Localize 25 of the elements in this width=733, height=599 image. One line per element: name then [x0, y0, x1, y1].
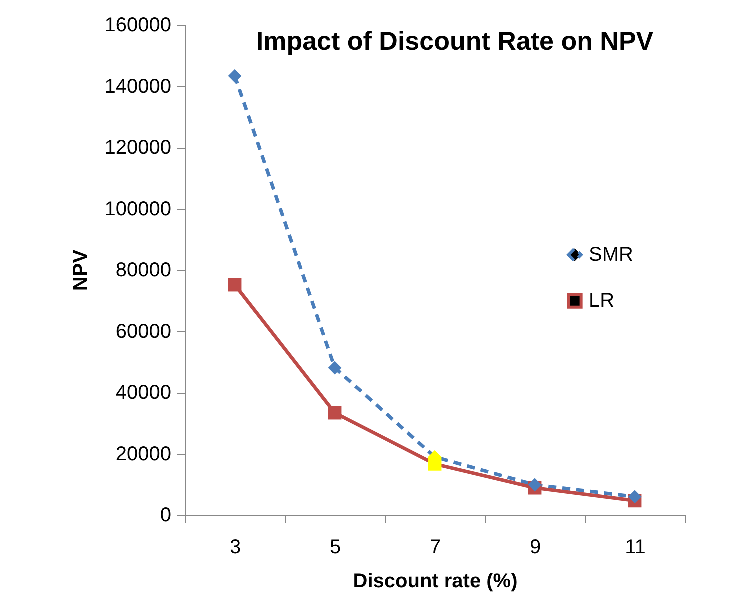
x-tick-label: 5	[330, 536, 342, 558]
y-tick-label: 40000	[116, 382, 172, 404]
y-tick-label: 0	[160, 504, 172, 526]
point	[228, 278, 242, 292]
x-tick-label: 11	[625, 536, 646, 558]
x-tick-label: 7	[430, 536, 442, 558]
y-tick-label: 100000	[104, 198, 172, 220]
point	[628, 490, 642, 504]
point	[328, 361, 342, 375]
legend-label: LR	[589, 290, 615, 312]
y-tick-label: 140000	[104, 76, 172, 98]
y-tick-label: 60000	[116, 320, 172, 343]
x-axis-title: Discount rate (%)	[353, 570, 518, 592]
x-tick-label: 3	[230, 536, 242, 558]
x-tick-label: 9	[530, 536, 542, 558]
point	[328, 406, 342, 420]
chart-title: Impact of Discount Rate on NPV	[256, 26, 654, 56]
point	[528, 478, 542, 492]
y-tick-label: 80000	[116, 260, 172, 282]
point	[228, 69, 242, 83]
y-tick-label: 120000	[104, 137, 172, 159]
y-axis-title: NPV	[70, 249, 92, 292]
legend-label: SMR	[589, 244, 634, 266]
y-tick-label: 160000	[104, 14, 172, 36]
y-tick-label: 20000	[116, 443, 172, 466]
